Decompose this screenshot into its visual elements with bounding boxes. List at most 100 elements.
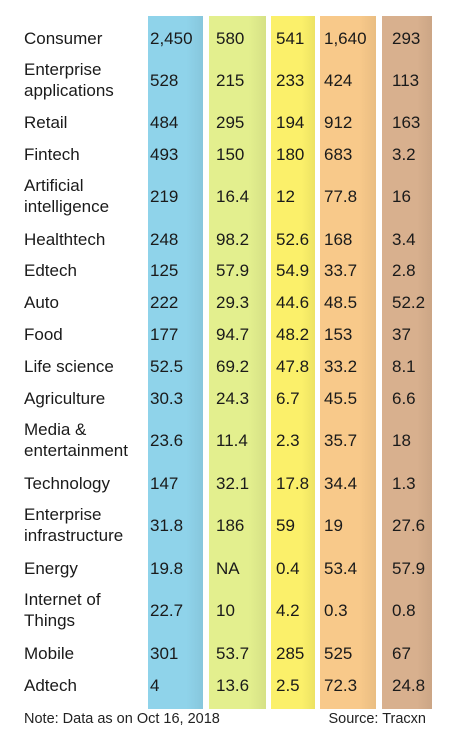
row-label: Agriculture bbox=[24, 388, 105, 409]
table-cell: 493 bbox=[150, 144, 179, 164]
table-cell: 1.3 bbox=[392, 473, 416, 493]
row-label: Internet of Things bbox=[24, 589, 101, 631]
table-cell: 6.6 bbox=[392, 388, 416, 408]
column-background-3 bbox=[271, 16, 315, 709]
column-background-4 bbox=[320, 16, 376, 709]
table-cell: 215 bbox=[216, 70, 245, 90]
table-cell: 29.3 bbox=[216, 292, 250, 312]
row-label-line: applications bbox=[24, 81, 114, 100]
row-label: Life science bbox=[24, 356, 114, 377]
row-label: Retail bbox=[24, 112, 67, 133]
table-cell: 77.8 bbox=[324, 186, 358, 206]
table-cell: 2.8 bbox=[392, 260, 416, 280]
table-cell: 23.6 bbox=[150, 430, 184, 450]
table-cell: 57.9 bbox=[392, 558, 426, 578]
table-cell: 219 bbox=[150, 186, 179, 206]
row-label-line: intelligence bbox=[24, 197, 110, 216]
table-cell: 48.2 bbox=[276, 324, 310, 344]
table-cell: 177 bbox=[150, 324, 179, 344]
row-label: Auto bbox=[24, 292, 59, 313]
table-cell: 45.5 bbox=[324, 388, 358, 408]
table-cell: 11.4 bbox=[216, 430, 248, 450]
table-cell: 125 bbox=[150, 260, 179, 280]
row-label-line: Technology bbox=[24, 473, 111, 493]
table-cell: 35.7 bbox=[324, 430, 358, 450]
table-cell: 54.9 bbox=[276, 260, 310, 280]
table-cell: 16 bbox=[392, 186, 411, 206]
table-cell: 0.8 bbox=[392, 600, 416, 620]
table-cell: 2.5 bbox=[276, 675, 300, 695]
table-cell: 295 bbox=[216, 112, 245, 132]
row-label-line: Things bbox=[24, 611, 76, 630]
table-cell: 19 bbox=[324, 515, 343, 535]
table-cell: 48.5 bbox=[324, 292, 358, 312]
row-label: Energy bbox=[24, 558, 78, 579]
row-label-line: Agriculture bbox=[24, 388, 106, 408]
table-cell: 3.2 bbox=[392, 144, 416, 164]
table-cell: 163 bbox=[392, 112, 421, 132]
table-cell: 10 bbox=[216, 600, 235, 620]
row-label-line: Consumer bbox=[24, 28, 103, 48]
row-label: Fintech bbox=[24, 144, 80, 165]
table-cell: 484 bbox=[150, 112, 179, 132]
table-cell: 72.3 bbox=[324, 675, 358, 695]
row-label: Enterprise applications bbox=[24, 59, 114, 101]
row-label: Edtech bbox=[24, 260, 77, 281]
row-label: Mobile bbox=[24, 643, 74, 664]
table-cell: 301 bbox=[150, 643, 179, 663]
table-cell: 683 bbox=[324, 144, 353, 164]
table-cell: NA bbox=[216, 558, 240, 578]
source-credit: Source: Tracxn bbox=[328, 711, 426, 727]
table-cell: 27.6 bbox=[392, 515, 426, 535]
table-cell: 528 bbox=[150, 70, 179, 90]
table-cell: 194 bbox=[276, 112, 305, 132]
table-cell: 52.2 bbox=[392, 292, 426, 312]
table-cell: 150 bbox=[216, 144, 245, 164]
table-cell: 168 bbox=[324, 229, 353, 249]
table-cell: 57.9 bbox=[216, 260, 250, 280]
row-label-line: Internet of bbox=[24, 590, 101, 609]
table-cell: 98.2 bbox=[216, 229, 250, 249]
table-cell: 33.7 bbox=[324, 260, 358, 280]
table-cell: 912 bbox=[324, 112, 353, 132]
table-cell: 2,450 bbox=[150, 28, 193, 48]
table-cell: 30.3 bbox=[150, 388, 184, 408]
table-cell: 13.6 bbox=[216, 675, 250, 695]
row-label: Artificial intelligence bbox=[24, 175, 109, 217]
table-cell: 180 bbox=[276, 144, 305, 164]
row-label-line: Life science bbox=[24, 356, 114, 376]
table-cell: 424 bbox=[324, 70, 353, 90]
row-label-line: entertainment bbox=[24, 441, 128, 460]
row-label: Food bbox=[24, 324, 63, 345]
table-cell: 19.8 bbox=[150, 558, 184, 578]
table-cell: 580 bbox=[216, 28, 245, 48]
row-label-line: Food bbox=[24, 324, 63, 344]
column-background-2 bbox=[209, 16, 266, 709]
table-cell: 16.4 bbox=[216, 186, 250, 206]
row-label: Technology bbox=[24, 473, 110, 494]
table-cell: 4.2 bbox=[276, 600, 300, 620]
table-cell: 67 bbox=[392, 643, 411, 663]
row-label-line: Adtech bbox=[24, 675, 77, 695]
table-cell: 53.7 bbox=[216, 643, 250, 663]
table-cell: 147 bbox=[150, 473, 179, 493]
row-label-line: Healthtech bbox=[24, 229, 106, 249]
table-cell: 1,640 bbox=[324, 28, 367, 48]
table-cell: 24.8 bbox=[392, 675, 426, 695]
row-label-line: Fintech bbox=[24, 144, 80, 164]
table-cell: 153 bbox=[324, 324, 353, 344]
table-cell: 8.1 bbox=[392, 356, 416, 376]
row-label: Enterprise infrastructure bbox=[24, 504, 123, 546]
row-label-line: Media & bbox=[24, 420, 87, 439]
row-label: Consumer bbox=[24, 28, 102, 49]
table-cell: 59 bbox=[276, 515, 295, 535]
table-cell: 12 bbox=[276, 186, 295, 206]
table-cell: 44.6 bbox=[276, 292, 310, 312]
row-label-line: Enterprise bbox=[24, 505, 102, 524]
table-cell: 0.4 bbox=[276, 558, 300, 578]
table-cell: 4 bbox=[150, 675, 160, 695]
table-cell: 52.5 bbox=[150, 356, 184, 376]
row-label-line: Artificial bbox=[24, 176, 84, 195]
row-label-line: Retail bbox=[24, 112, 68, 132]
